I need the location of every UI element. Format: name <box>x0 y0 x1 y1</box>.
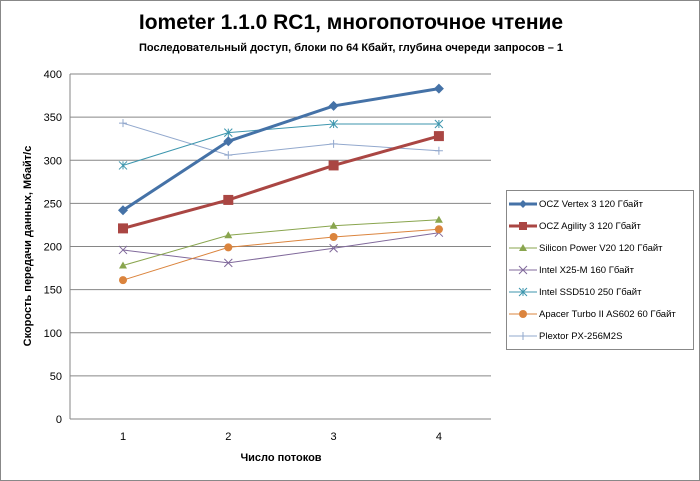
data-point-diamond <box>519 200 527 208</box>
legend-swatch-icon <box>509 200 537 208</box>
series-line <box>122 87 440 212</box>
data-point-triangle <box>224 231 233 239</box>
legend-item: Intel X25-M 160 Гбайт <box>507 259 693 281</box>
data-point-triangle <box>519 244 527 251</box>
legend: OCZ Vertex 3 120 Гбайт OCZ Agility 3 120 … <box>506 190 694 350</box>
data-point-circle <box>519 310 527 318</box>
y-axis-label: Скорость передачи данных, Мбайт/с <box>22 146 34 347</box>
legend-item: Intel SSD510 250 Гбайт <box>507 281 693 303</box>
legend-label: Intel X25-M 160 Гбайт <box>539 264 635 276</box>
data-point-x <box>118 245 128 255</box>
series-line <box>122 134 440 230</box>
legend-swatch-icon <box>509 265 537 275</box>
data-point-square <box>519 222 527 230</box>
data-point-star <box>329 119 338 129</box>
legend-item: Silicon Power V20 120 Гбайт <box>507 237 693 259</box>
legend-swatch-icon <box>509 222 537 230</box>
series-2 <box>119 215 443 269</box>
series-6 <box>119 119 443 160</box>
series-4 <box>118 119 444 170</box>
data-point-square <box>118 223 128 234</box>
series-5 <box>119 225 443 285</box>
legend-item: OCZ Vertex 3 120 Гбайт <box>507 193 693 215</box>
x-tick-label: 4 <box>436 431 442 443</box>
data-point-x <box>329 243 338 253</box>
data-point-x <box>223 258 233 268</box>
data-point-diamond <box>223 136 234 147</box>
data-point-diamond <box>118 205 128 216</box>
legend-swatch-icon <box>509 310 537 318</box>
series-line <box>122 228 439 281</box>
data-point-star <box>118 161 128 170</box>
data-point-circle <box>224 243 233 252</box>
data-point-diamond <box>328 100 339 111</box>
series-line <box>122 232 439 264</box>
data-point-plus <box>119 119 127 128</box>
series-line <box>122 122 439 156</box>
y-tick-label: 200 <box>44 242 62 254</box>
data-point-x <box>518 265 528 275</box>
data-point-triangle <box>119 261 127 269</box>
series-line <box>122 219 439 266</box>
y-tick-label: 150 <box>44 285 62 297</box>
data-point-circle <box>434 225 443 234</box>
data-point-star <box>223 128 233 138</box>
y-tick-label: 400 <box>44 69 62 81</box>
legend-label: Apacer Turbo II AS602 60 Гбайт <box>539 308 676 320</box>
y-tick-label: 100 <box>44 328 62 340</box>
legend-swatch-icon <box>509 287 537 297</box>
x-tick-label: 2 <box>225 431 231 443</box>
series-1 <box>118 131 444 234</box>
y-tick-label: 350 <box>44 112 62 124</box>
data-point-circle <box>119 276 127 285</box>
data-point-plus <box>329 139 338 148</box>
data-point-square <box>223 194 234 205</box>
data-point-plus <box>434 146 443 155</box>
series-line <box>122 123 439 166</box>
chart-subtitle: Последовательный доступ, блоки по 64 Кба… <box>138 42 564 54</box>
data-point-square <box>433 131 444 142</box>
data-point-square <box>328 160 339 171</box>
data-point-star <box>434 119 444 129</box>
legend-label: OCZ Vertex 3 120 Гбайт <box>539 198 643 210</box>
y-tick-label: 300 <box>44 155 62 167</box>
x-tick-label: 1 <box>120 431 126 443</box>
x-axis-label: Число потоков <box>240 452 321 464</box>
y-tick-label: 0 <box>56 414 62 426</box>
legend-swatch-icon <box>509 332 537 340</box>
data-point-triangle <box>434 215 443 223</box>
legend-label: Intel SSD510 250 Гбайт <box>539 286 642 298</box>
legend-label: OCZ Agility 3 120 Гбайт <box>539 220 641 232</box>
data-point-star <box>518 287 528 297</box>
legend-label: Silicon Power V20 120 Гбайт <box>539 242 663 254</box>
legend-label: Plextor PX-256M2S <box>539 330 623 342</box>
chart-title: Iometer 1.1.0 RC1, многопоточное чтение <box>138 11 564 34</box>
series-0 <box>118 83 444 216</box>
legend-swatch-icon <box>509 244 537 251</box>
x-tick-label: 3 <box>331 431 337 443</box>
series-3 <box>118 228 444 268</box>
legend-item: Plextor PX-256M2S <box>507 325 693 347</box>
data-point-diamond <box>433 83 444 94</box>
y-tick-label: 50 <box>50 371 62 383</box>
data-point-plus <box>224 151 233 160</box>
data-point-plus <box>519 332 527 340</box>
data-point-circle <box>329 233 338 242</box>
y-tick-label: 250 <box>44 198 62 210</box>
legend-item: Apacer Turbo II AS602 60 Гбайт <box>507 303 693 325</box>
data-point-triangle <box>329 221 338 229</box>
legend-item: OCZ Agility 3 120 Гбайт <box>507 215 693 237</box>
